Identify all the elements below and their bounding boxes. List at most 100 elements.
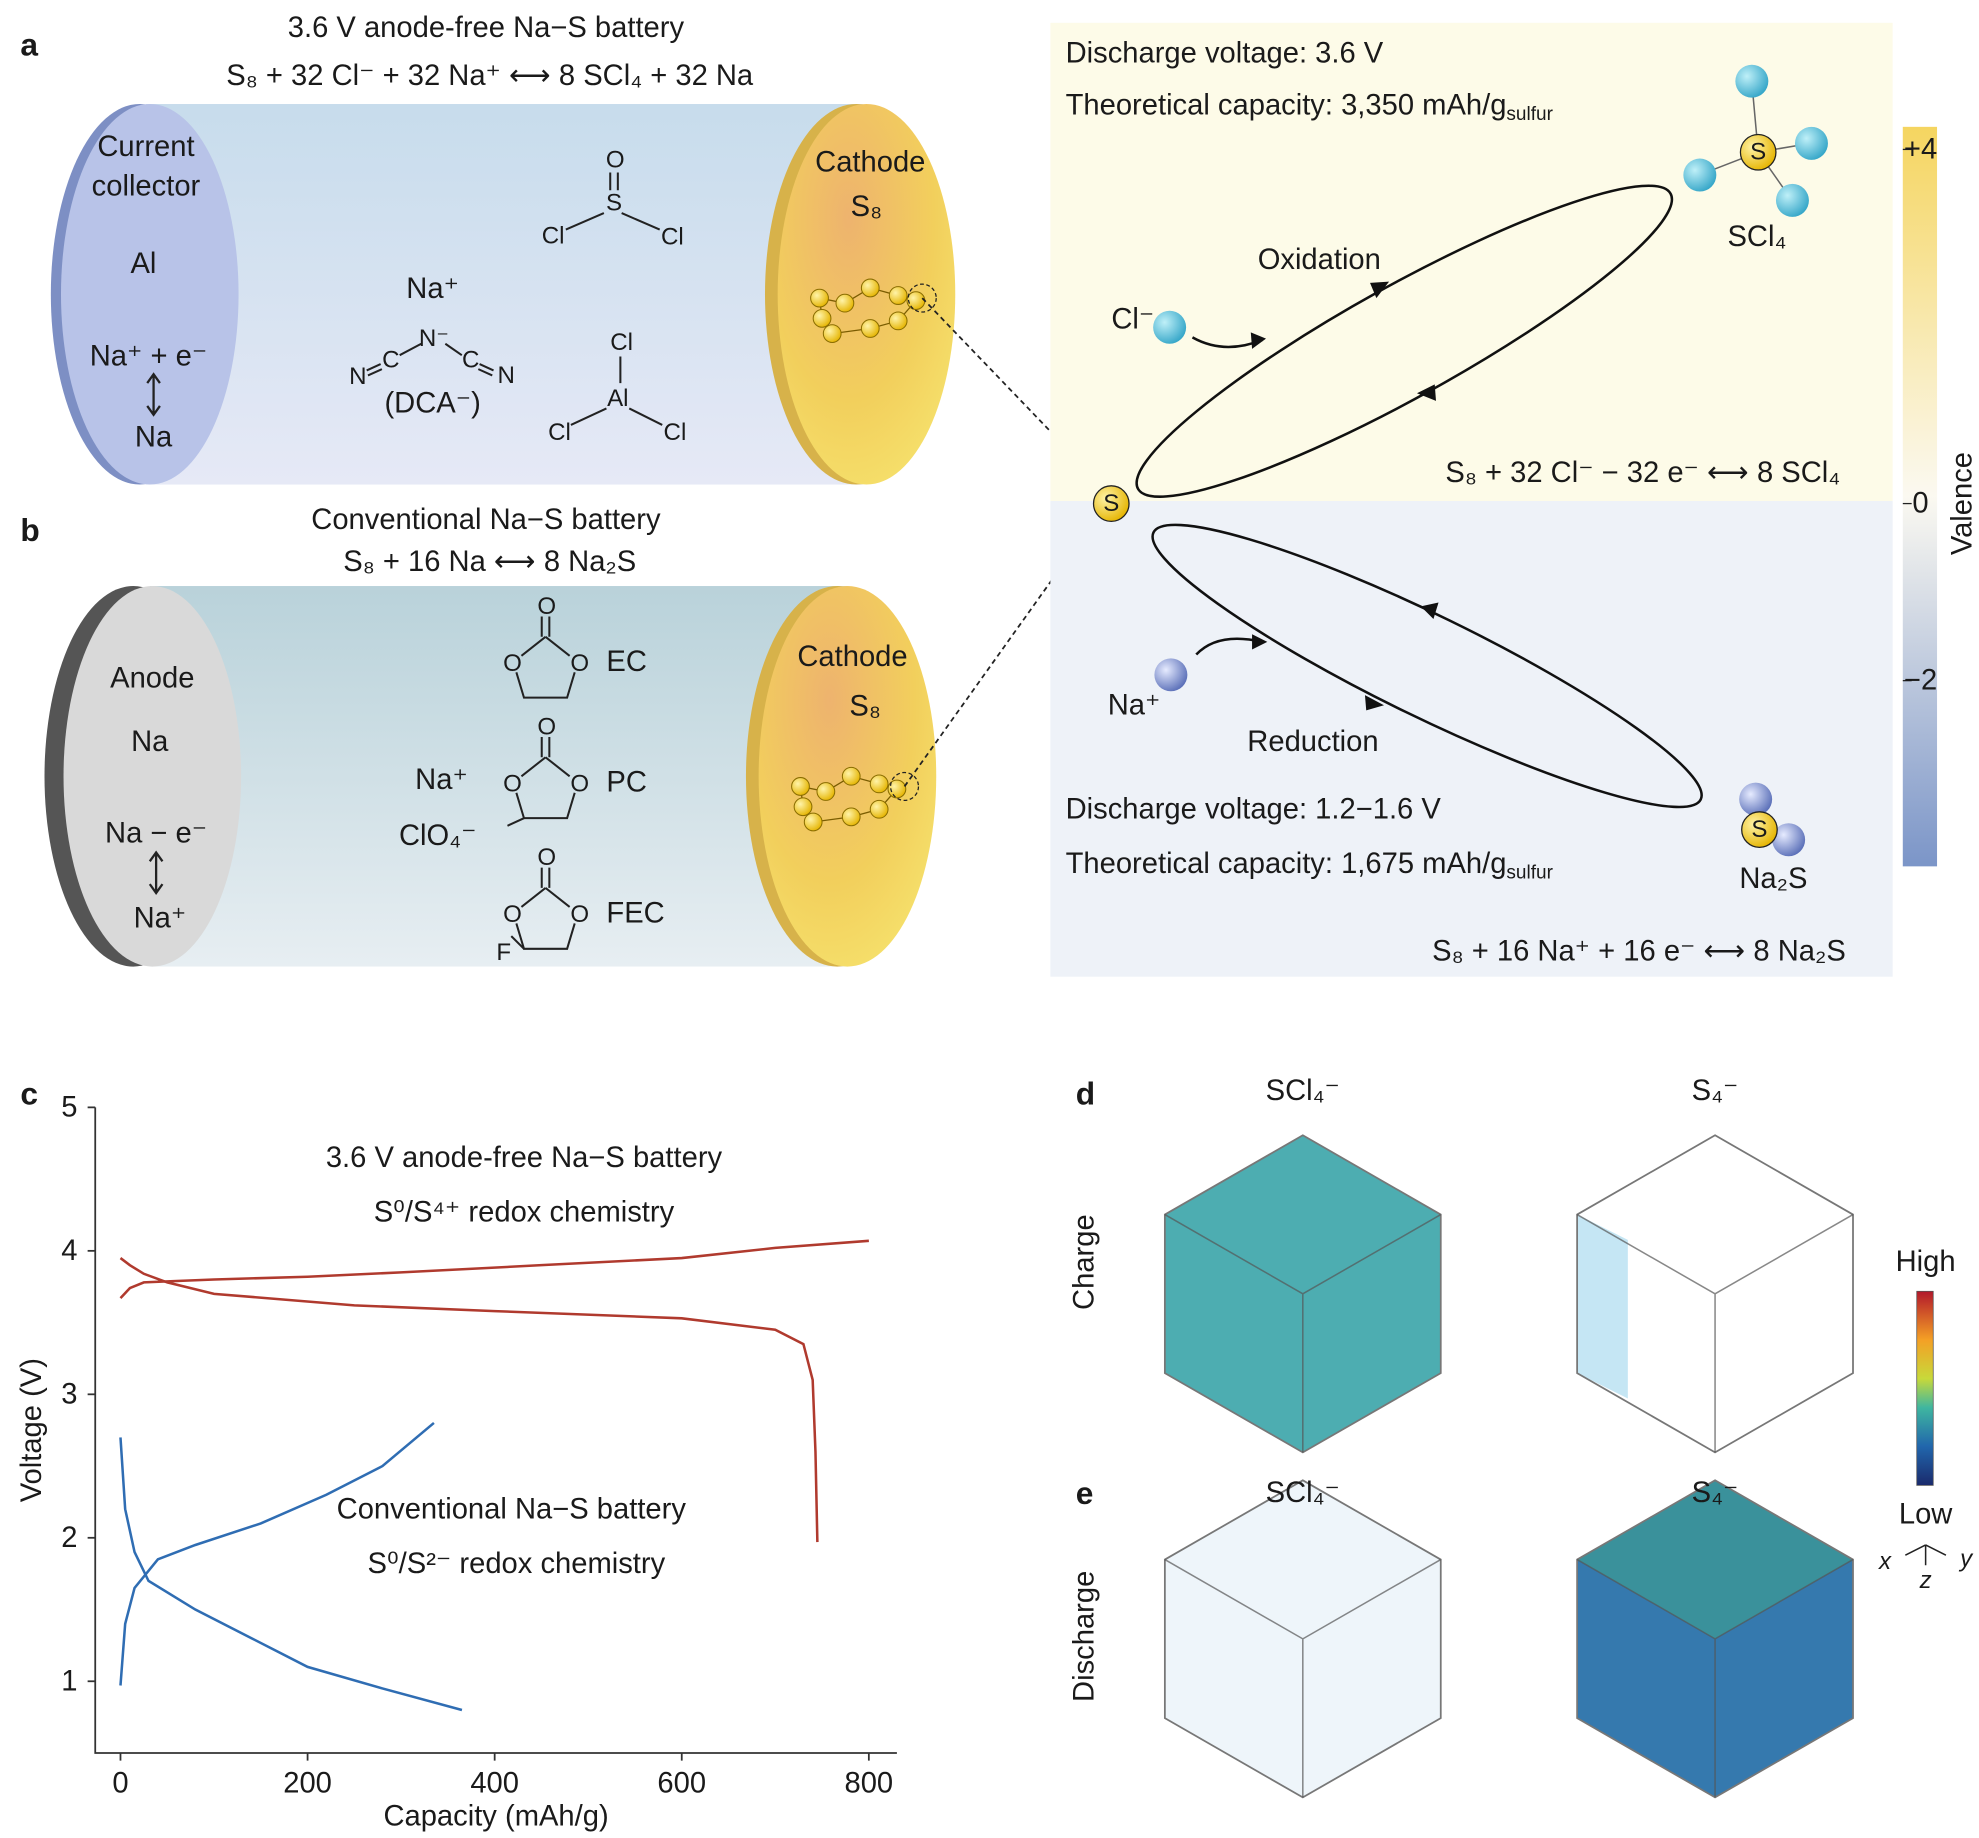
- column-title: S₄⁻: [1692, 1075, 1739, 1107]
- series-line: [119, 1421, 435, 1686]
- loop-arrows: [1250, 281, 1439, 711]
- atom: Cl: [664, 419, 687, 446]
- atom: [1092, 485, 1130, 522]
- solvent-name: FEC: [606, 897, 664, 929]
- molecule-alcl3: Cl Al Cl Cl: [548, 329, 686, 446]
- label: Anode: [110, 663, 194, 695]
- column-title: S₄⁻: [1692, 1477, 1739, 1509]
- cubes: [1163, 1134, 1854, 1799]
- atom: [1154, 658, 1188, 692]
- s-atom: [793, 797, 813, 817]
- label: Discharge voltage: 1.2−1.6 V: [1066, 793, 1442, 825]
- annotation: Conventional Na−S battery: [337, 1493, 687, 1525]
- label: Na⁺: [406, 273, 459, 305]
- atom: Cl: [610, 329, 633, 356]
- atom: C: [462, 347, 479, 374]
- label: Theoretical capacity: 3,350 mAh/gsulfur: [1066, 89, 1554, 124]
- atom: [1153, 310, 1187, 344]
- cube-edge: [1576, 1213, 1854, 1453]
- label: S₈: [851, 191, 883, 223]
- s-atom: [822, 324, 842, 343]
- label: Na⁺ + e⁻: [90, 340, 208, 372]
- density: [1577, 1214, 1628, 1399]
- atom: O: [570, 650, 589, 677]
- label: Na₂S: [1739, 863, 1807, 895]
- subscript: sulfur: [1506, 862, 1553, 883]
- series-line: [119, 1257, 819, 1543]
- s-atom: [791, 777, 810, 796]
- y-tick-label: 2: [61, 1522, 77, 1554]
- label: Na: [135, 422, 173, 454]
- series-line: [119, 1239, 869, 1300]
- label: ClO₄⁻: [399, 820, 477, 852]
- atom: [1794, 126, 1828, 160]
- atom: O: [537, 593, 556, 620]
- tick-label: 0: [1912, 488, 1928, 520]
- scale-label: Low: [1899, 1499, 1953, 1531]
- atom-label: S: [1751, 816, 1767, 843]
- x-axis-title: Capacity (mAh/g): [383, 1800, 608, 1832]
- atom: N⁻: [419, 325, 449, 352]
- label: Theoretical capacity: 1,675 mAh/gsulfur: [1066, 848, 1554, 883]
- tick-label: +4: [1904, 133, 1937, 165]
- atom: Cl: [661, 224, 684, 251]
- cube-edge: [1576, 1558, 1854, 1798]
- s-atom: [803, 812, 823, 832]
- y-tick-label: 3: [61, 1378, 77, 1410]
- y-tick-label: 5: [61, 1091, 77, 1123]
- y-axis-title: Voltage (V): [16, 1358, 48, 1502]
- s8-rings: [791, 278, 926, 832]
- label: Na⁺: [415, 764, 468, 796]
- atom: F: [496, 939, 511, 966]
- label: Cl⁻: [1111, 304, 1154, 336]
- atom: Cl: [548, 419, 571, 446]
- atom: Cl: [542, 222, 565, 249]
- cube-edge: [1164, 1213, 1442, 1453]
- atom: C: [382, 347, 399, 374]
- atom: [1741, 811, 1778, 848]
- atom: Al: [607, 385, 628, 412]
- axis-icon-label: y: [1958, 1545, 1974, 1572]
- atom: O: [503, 650, 522, 677]
- atom: O: [537, 713, 556, 740]
- x-tick-label: 0: [112, 1767, 128, 1799]
- label: Cathode: [815, 146, 925, 178]
- label: Theoretical capacity: 3,350 mAh/g: [1066, 89, 1507, 121]
- atom: O: [570, 770, 589, 797]
- label: Theoretical capacity: 1,675 mAh/g: [1066, 848, 1507, 880]
- atom: [1772, 823, 1806, 857]
- atom: O: [606, 146, 625, 173]
- atom-label: S: [1103, 490, 1119, 517]
- atom: [1739, 782, 1773, 816]
- s-atom: [841, 766, 861, 786]
- label: Reduction: [1247, 726, 1378, 758]
- equation: S₈ + 16 Na⁺ + 16 e⁻ ⟷ 8 Na₂S: [1432, 935, 1846, 967]
- equation: S₈ + 16 Na ⟷ 8 Na₂S: [343, 546, 636, 578]
- callout-circle: [907, 283, 937, 313]
- row-label: Discharge: [1069, 1571, 1101, 1702]
- s-atom: [841, 807, 861, 827]
- panel-title: Conventional Na−S battery: [311, 504, 661, 536]
- tick-label: −2: [1904, 665, 1937, 697]
- column-title: SCl₄⁻: [1266, 1477, 1340, 1509]
- s-atom: [906, 291, 926, 311]
- equation: S₈ + 32 Cl⁻ + 32 Na⁺ ⟷ 8 SCl₄ + 32 Na: [226, 60, 754, 92]
- s-atom: [860, 278, 880, 298]
- label: Discharge voltage: 3.6 V: [1066, 37, 1384, 69]
- molecule-socl2: O S Cl Cl: [542, 146, 684, 250]
- panel-title: 3.6 V anode-free Na−S battery: [288, 12, 685, 44]
- callout-circle: [889, 771, 920, 802]
- reduction-box: [1050, 501, 1893, 977]
- ring: [515, 616, 576, 699]
- label: Cathode: [797, 641, 907, 673]
- atom-label: S: [1750, 139, 1766, 166]
- cylinder-a: [50, 104, 956, 485]
- valence-bar: [1902, 126, 1938, 867]
- s-atom: [812, 308, 832, 328]
- cube-edge: [1164, 1558, 1442, 1798]
- atom: S: [606, 189, 622, 216]
- annotation: 3.6 V anode-free Na−S battery: [326, 1142, 723, 1174]
- x-tick-label: 200: [283, 1767, 332, 1799]
- label: SCl₄: [1727, 221, 1786, 253]
